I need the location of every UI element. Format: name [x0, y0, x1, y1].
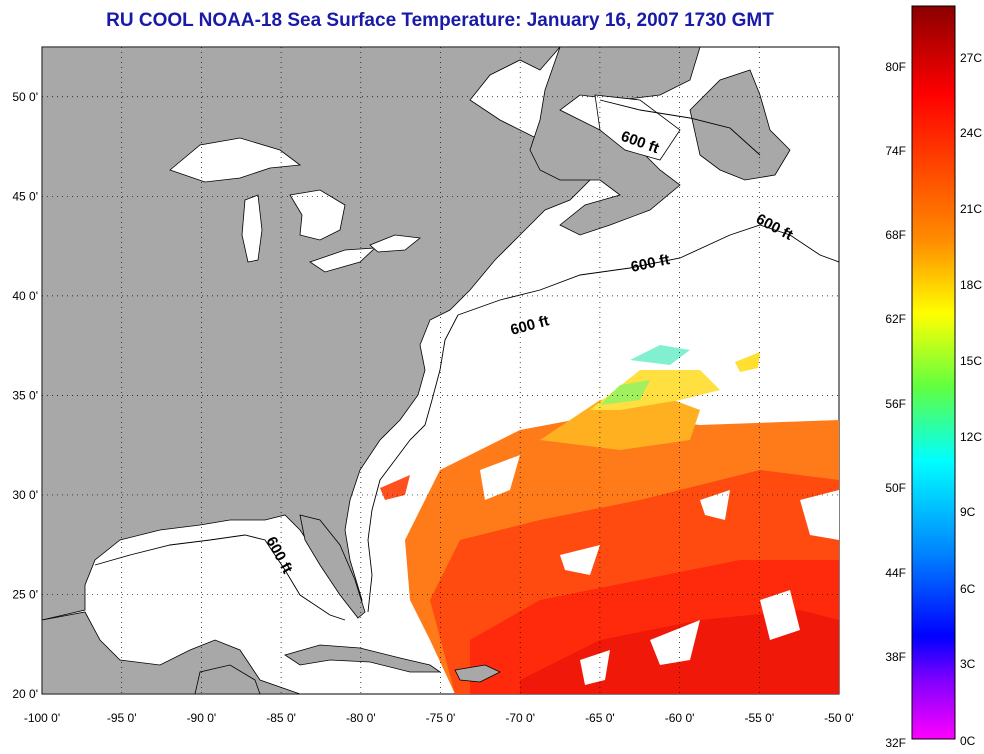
colorbar-c-label: 0C: [960, 734, 976, 748]
colorbar-f-label: 38F: [885, 650, 906, 664]
lon-tick-label: -60 0': [665, 711, 695, 725]
lat-tick-label: 45 0': [12, 189, 38, 203]
colorbar-f-label: 50F: [885, 481, 906, 495]
north-america-landmass: [42, 47, 601, 621]
isobath-600ft: [94, 99, 839, 621]
colorbar-f-label: 80F: [885, 60, 906, 74]
map-title: RU COOL NOAA-18 Sea Surface Temperature:…: [106, 10, 774, 31]
lat-tick-label: 30 0': [12, 488, 38, 502]
lon-tick-label: -65 0': [585, 711, 615, 725]
colorbar-c-label: 27C: [960, 51, 982, 65]
colorbar-c-label: 9C: [960, 505, 976, 519]
hispaniola-landmass: [454, 664, 501, 683]
lon-tick-label: -80 0': [346, 711, 376, 725]
lon-tick-label: -55 0': [744, 711, 774, 725]
lat-tick-label: 40 0': [12, 289, 38, 303]
sst-data-layer: [380, 345, 839, 694]
newfoundland-landmass: [689, 69, 791, 181]
colorbar: [911, 5, 956, 740]
colorbar-c-label: 24C: [960, 126, 982, 140]
colorbar-c-label: 6C: [960, 582, 976, 596]
lon-tick-label: -50 0': [824, 711, 854, 725]
colorbar-f-label: 32F: [885, 736, 906, 750]
lon-tick-label: -70 0': [505, 711, 535, 725]
colorbar-c-label: 3C: [960, 657, 976, 671]
lon-tick-label: -95 0': [107, 711, 137, 725]
lon-tick-label: -100 0': [24, 711, 60, 725]
lon-tick-label: -90 0': [187, 711, 217, 725]
colorbar-f-label: 62F: [885, 312, 906, 326]
colorbar-f-labels: 80F 74F 68F 62F 56F 50F 44F 38F 32F: [885, 60, 906, 750]
florida-landmass: [299, 514, 366, 619]
lat-tick-label: 20 0': [12, 687, 38, 701]
lat-tick-label: 25 0': [12, 587, 38, 601]
colorbar-f-label: 56F: [885, 397, 906, 411]
yucatan-landmass: [194, 664, 261, 694]
colorbar-f-label: 44F: [885, 566, 906, 580]
lat-tick-label: 35 0': [12, 388, 38, 402]
lat-tick-label: 50 0': [12, 90, 38, 104]
lake-erie: [309, 247, 377, 273]
colorbar-c-labels: 27C 24C 21C 18C 15C 12C 9C 6C 3C 0C: [960, 51, 982, 748]
colorbar-c-label: 21C: [960, 202, 982, 216]
colorbar-c-label: 15C: [960, 354, 982, 368]
colorbar-f-label: 74F: [885, 144, 906, 158]
colorbar-f-label: 68F: [885, 228, 906, 242]
lake-huron: [289, 189, 346, 241]
lon-tick-labels: -100 0' -95 0' -90 0' -85 0' -80 0' -75 0' -70…: [24, 711, 854, 725]
lat-tick-labels: 20 0' 25 0' 30 0' 35 0' 40 0' 45 0' 50 0': [12, 90, 38, 701]
gulf-of-st-lawrence: [594, 94, 681, 161]
colorbar-c-label: 12C: [960, 430, 982, 444]
lon-tick-label: -85 0': [266, 711, 296, 725]
cuba-landmass: [284, 644, 442, 673]
colorbar-c-label: 18C: [960, 278, 982, 292]
lon-tick-label: -75 0': [426, 711, 456, 725]
great-lakes-layer: [169, 94, 681, 273]
lake-ontario: [369, 234, 421, 253]
lake-michigan: [241, 194, 263, 263]
lake-superior: [169, 137, 302, 183]
